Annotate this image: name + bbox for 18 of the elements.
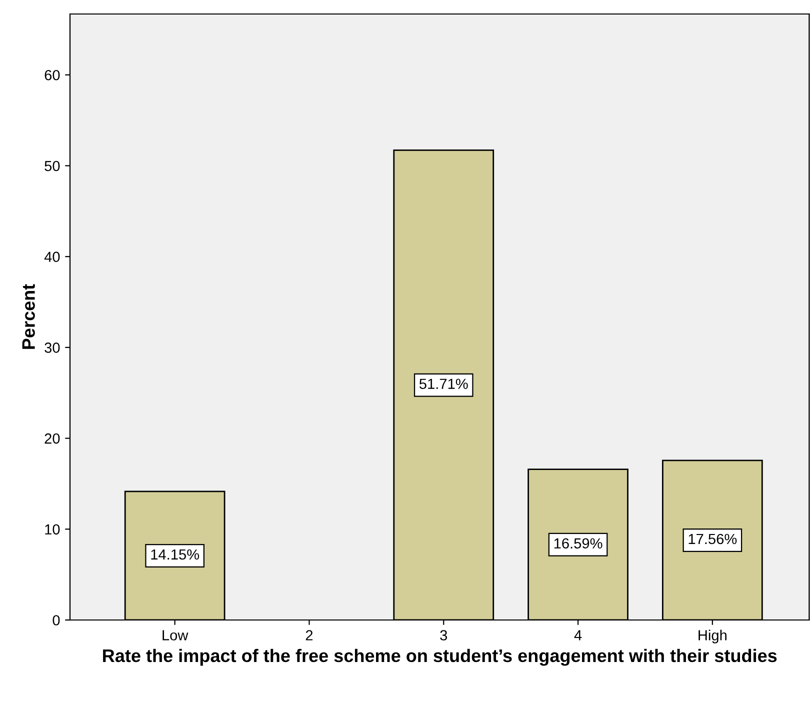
y-tick-label: 60 <box>44 70 60 80</box>
data-label: 17.56% <box>688 534 737 544</box>
y-tick-label: 40 <box>44 252 60 262</box>
y-tick-label: 0 <box>52 615 60 626</box>
y-axis-title: Percent <box>22 284 35 349</box>
data-label: 14.15% <box>151 549 200 560</box>
y-tick-label: 50 <box>44 160 60 172</box>
x-tick-label: 3 <box>440 630 448 640</box>
x-axis-title: Rate the impact of the free scheme on student’s engagement with their studies <box>103 648 777 666</box>
y-tick-label: 30 <box>44 342 60 353</box>
x-tick-label: Low <box>162 630 188 640</box>
data-label: 51.71% <box>419 378 468 390</box>
data-label: 16.59% <box>554 538 602 549</box>
x-tick-label: High <box>698 630 726 644</box>
x-tick-label: 2 <box>306 630 313 640</box>
y-tick-label: 10 <box>45 524 60 535</box>
y-tick-label: 20 <box>44 433 60 444</box>
x-tick-label: 4 <box>574 630 582 640</box>
